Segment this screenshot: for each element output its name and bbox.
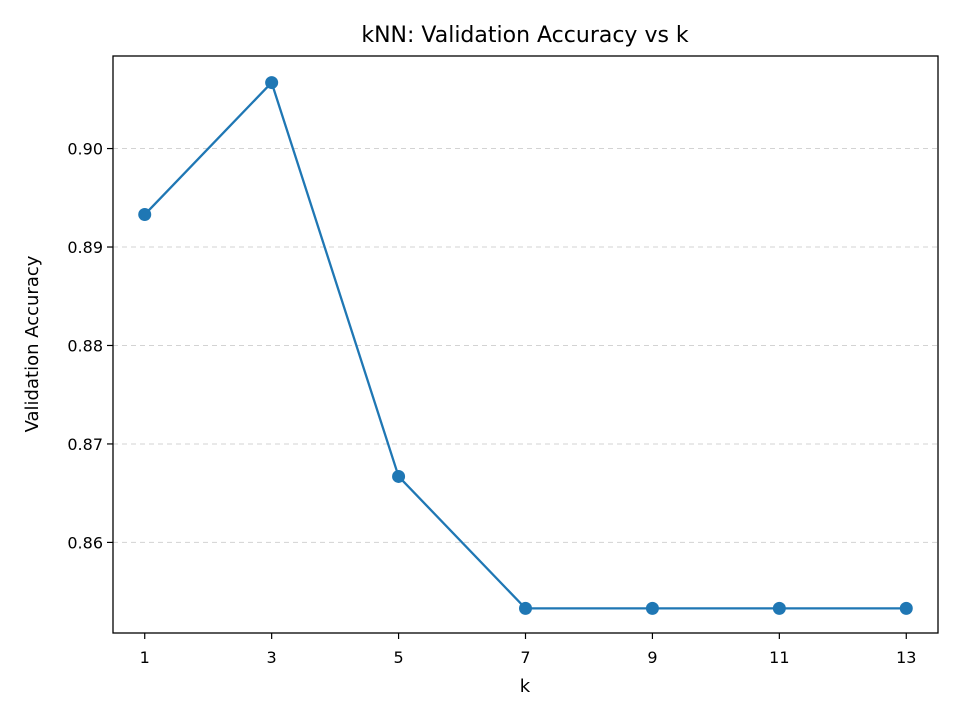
x-axis-label: k — [520, 676, 531, 697]
x-tick-label: 7 — [520, 648, 530, 667]
grid-lines — [113, 148, 938, 543]
data-point — [265, 76, 279, 90]
y-axis-label: Validation Accuracy — [22, 255, 43, 432]
plot-frame — [112, 55, 939, 634]
x-tick-label: 5 — [393, 648, 403, 667]
y-tick-label: 0.87 — [67, 435, 103, 454]
chart-title: kNN: Validation Accuracy vs k — [361, 23, 689, 48]
data-point — [519, 601, 532, 615]
x-tick-label: 11 — [769, 648, 789, 667]
y-tick-label: 0.89 — [67, 238, 103, 257]
axis-ticks: 0.860.870.880.890.901 3 5 7 9 11 13 — [67, 140, 916, 667]
y-tick-label: 0.88 — [67, 336, 103, 355]
data-point — [392, 469, 406, 483]
data-point — [645, 601, 659, 615]
y-tick-label: 0.90 — [67, 140, 103, 159]
data-point — [772, 601, 786, 615]
y-tick-label: 0.86 — [67, 533, 103, 552]
data-point — [138, 208, 152, 222]
x-tick-label: 13 — [896, 648, 916, 667]
series-layer — [138, 76, 913, 615]
x-tick-label: 9 — [647, 648, 657, 667]
x-tick-label: 3 — [267, 648, 277, 667]
x-tick-label: 1 — [140, 648, 150, 667]
data-point — [899, 601, 913, 615]
